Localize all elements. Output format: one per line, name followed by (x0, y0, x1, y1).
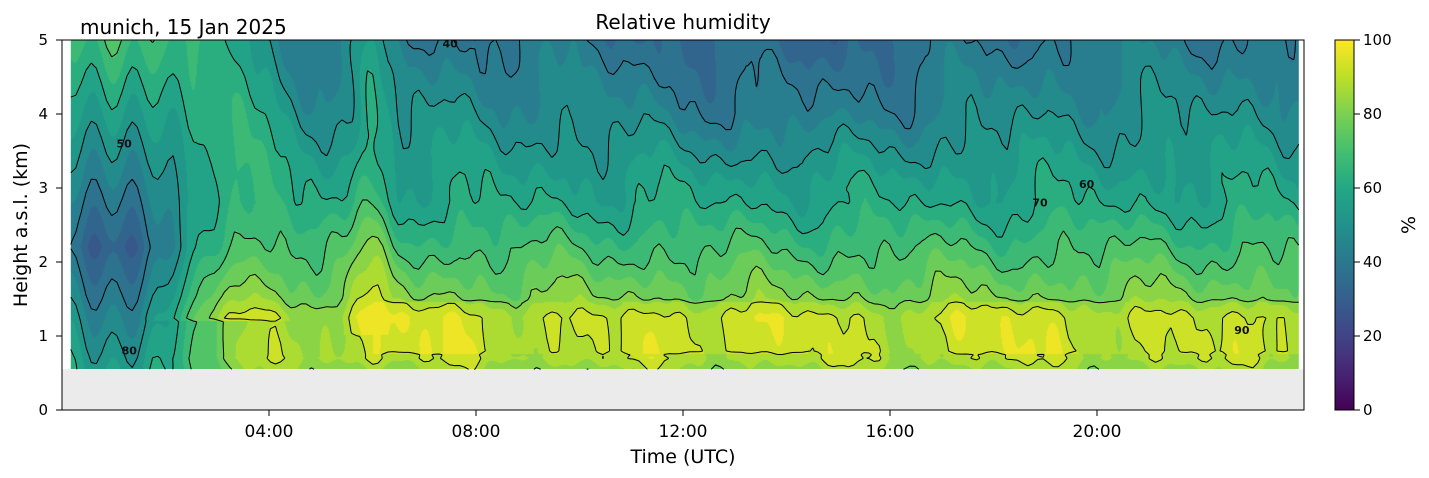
x-tick-label: 16:00 (866, 422, 915, 442)
x-tick-label: 12:00 (659, 422, 708, 442)
x-tick-label: 08:00 (452, 422, 501, 442)
x-tick-label: 04:00 (245, 422, 294, 442)
site-label: munich, 15 Jan 2025 (80, 15, 287, 39)
x-axis-label: Time (UTC) (629, 446, 735, 468)
y-tick-label: 5 (38, 31, 48, 49)
colorbar-tick-label: 100 (1363, 31, 1392, 49)
y-tick-label: 1 (38, 327, 48, 345)
colorbar-tick-label: 0 (1363, 401, 1373, 419)
contour-line-70 (104, 40, 1300, 370)
plot-area: 40 50 60 70 80 90 (62, 37, 1304, 410)
y-axis-label: Height a.s.l. (km) (10, 143, 32, 307)
y-tick-label: 2 (38, 253, 48, 271)
contour-label-80: 80 (122, 345, 138, 358)
colorbar-tick-label: 60 (1363, 179, 1382, 197)
colorbar-tick-label: 20 (1363, 327, 1382, 345)
contour-line-40 (70, 40, 1296, 312)
humidity-field (70, 40, 1299, 369)
contour-line-60 (70, 40, 1300, 370)
contour-label-70: 70 (1032, 197, 1048, 210)
contour-labels: 40 50 60 70 80 90 (116, 37, 1250, 358)
y-axis: 0 1 2 3 4 5 (38, 31, 62, 419)
contour-line-50 (70, 40, 1300, 368)
colorbar-axis: 0 20 40 60 80 100 (1354, 31, 1392, 419)
chart-title: Relative humidity (595, 10, 770, 34)
y-tick-label: 4 (38, 105, 48, 123)
colorbar (1334, 39, 1355, 411)
colorbar-label: % (1398, 216, 1420, 234)
contour-label-50: 50 (116, 137, 132, 150)
x-tick-label: 20:00 (1073, 422, 1122, 442)
colorbar-tick-label: 80 (1363, 105, 1382, 123)
y-tick-label: 3 (38, 179, 48, 197)
contour-lines (70, 40, 1300, 370)
colorbar-tick-label: 40 (1363, 253, 1382, 271)
contour-line-90 (223, 284, 1288, 370)
contour-label-90: 90 (1234, 324, 1250, 337)
contour-label-40: 40 (442, 37, 458, 50)
contour-label-60: 60 (1079, 178, 1095, 191)
x-axis: 04:00 08:00 12:00 16:00 20:00 (245, 410, 1122, 442)
no-data-band (62, 369, 1304, 410)
contour-line-80 (208, 235, 1299, 370)
y-tick-label: 0 (38, 401, 48, 419)
